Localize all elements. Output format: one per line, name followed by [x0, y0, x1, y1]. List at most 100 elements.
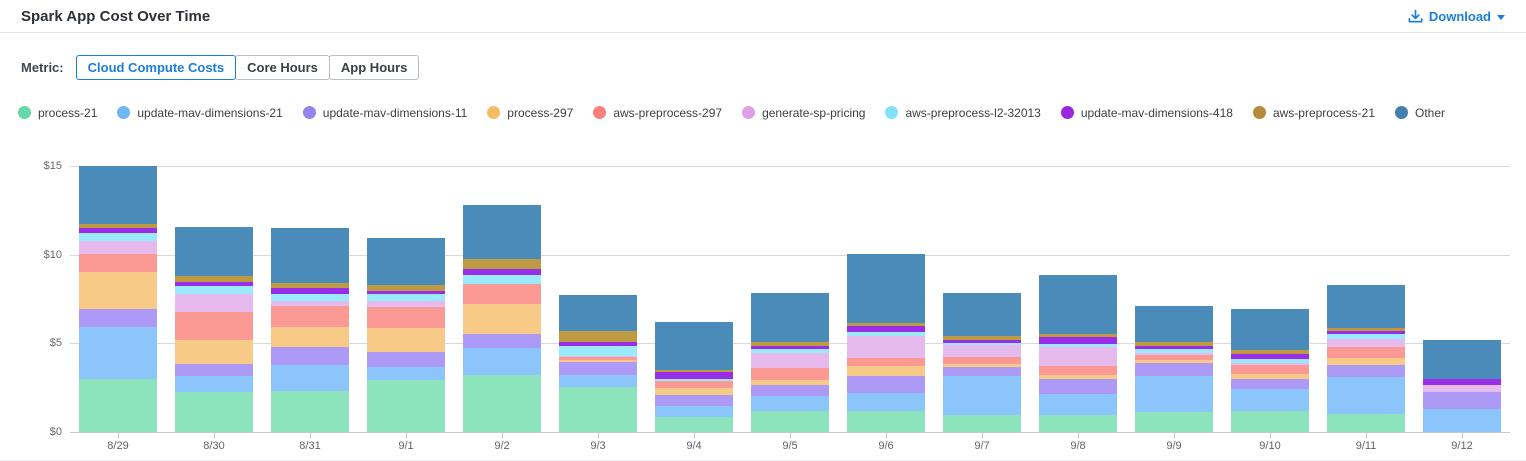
bar-segment-aws-preprocess-297[interactable]	[271, 305, 349, 327]
bar-segment-update-mav-dimensions-418[interactable]	[1039, 337, 1117, 345]
bar-segment-other[interactable]	[1231, 308, 1309, 351]
bar-segment-other[interactable]	[1039, 274, 1117, 335]
bar-segment-other[interactable]	[847, 254, 925, 323]
bar-segment-aws-preprocess-l2-32013[interactable]	[1327, 334, 1405, 340]
bar-segment-generate-sp-pricing[interactable]	[271, 300, 349, 306]
bar-9-4[interactable]	[655, 322, 733, 432]
bar-segment-update-mav-dimensions-418[interactable]	[847, 326, 925, 333]
metric-button-core-hours[interactable]: Core Hours	[235, 54, 330, 80]
bar-segment-update-mav-dimensions-11[interactable]	[655, 394, 733, 407]
bar-segment-other[interactable]	[751, 292, 829, 342]
bar-segment-process-21[interactable]	[271, 391, 349, 432]
bar-9-3[interactable]	[559, 294, 637, 432]
bar-segment-update-mav-dimensions-418[interactable]	[367, 290, 445, 294]
legend-item-process-297[interactable]: process-297	[487, 106, 573, 120]
bar-segment-process-21[interactable]	[1327, 414, 1405, 432]
bar-segment-update-mav-dimensions-11[interactable]	[1039, 379, 1117, 394]
bar-segment-aws-preprocess-297[interactable]	[655, 381, 733, 388]
bar-segment-aws-preprocess-297[interactable]	[367, 306, 445, 329]
bar-segment-aws-preprocess-l2-32013[interactable]	[1039, 344, 1117, 347]
bar-segment-update-mav-dimensions-11[interactable]	[559, 362, 637, 375]
metric-button-cloud-compute-costs[interactable]: Cloud Compute Costs	[75, 54, 237, 80]
bar-segment-update-mav-dimensions-418[interactable]	[271, 288, 349, 295]
bar-segment-update-mav-dimensions-21[interactable]	[1135, 376, 1213, 412]
bar-segment-update-mav-dimensions-11[interactable]	[943, 366, 1021, 376]
bar-segment-aws-preprocess-l2-32013[interactable]	[175, 285, 253, 294]
bar-9-6[interactable]	[847, 254, 925, 432]
bar-segment-aws-preprocess-297[interactable]	[559, 357, 637, 360]
bar-segment-process-21[interactable]	[943, 415, 1021, 432]
metric-button-app-hours[interactable]: App Hours	[328, 54, 420, 80]
bar-segment-aws-preprocess-l2-32013[interactable]	[655, 378, 733, 382]
bar-segment-aws-preprocess-297[interactable]	[1039, 365, 1117, 376]
bar-segment-other[interactable]	[943, 292, 1021, 336]
bar-segment-generate-sp-pricing[interactable]	[847, 335, 925, 358]
bar-segment-update-mav-dimensions-21[interactable]	[751, 395, 829, 412]
bar-9-1[interactable]	[367, 237, 445, 432]
bar-segment-process-21[interactable]	[751, 411, 829, 432]
bar-segment-update-mav-dimensions-11[interactable]	[367, 352, 445, 367]
bar-segment-update-mav-dimensions-418[interactable]	[559, 341, 637, 347]
bar-segment-other[interactable]	[79, 166, 157, 225]
bar-segment-aws-preprocess-l2-32013[interactable]	[1135, 349, 1213, 354]
bar-segment-generate-sp-pricing[interactable]	[79, 241, 157, 254]
bar-segment-update-mav-dimensions-21[interactable]	[79, 327, 157, 379]
legend-item-update-mav-dimensions-418[interactable]: update-mav-dimensions-418	[1060, 106, 1233, 120]
bar-segment-aws-preprocess-l2-32013[interactable]	[943, 342, 1021, 346]
bar-segment-update-mav-dimensions-418[interactable]	[79, 227, 157, 233]
legend-item-aws-preprocess-l2-32013[interactable]: aws-preprocess-l2-32013	[885, 106, 1041, 120]
bar-segment-process-21[interactable]	[1231, 411, 1309, 432]
bar-segment-aws-preprocess-l2-32013[interactable]	[367, 293, 445, 301]
bar-segment-aws-preprocess-l2-32013[interactable]	[847, 332, 925, 336]
bar-segment-aws-preprocess-297[interactable]	[1327, 347, 1405, 358]
bar-segment-aws-preprocess-21[interactable]	[943, 335, 1021, 340]
bar-segment-generate-sp-pricing[interactable]	[367, 300, 445, 307]
bar-segment-update-mav-dimensions-21[interactable]	[847, 392, 925, 412]
bar-segment-process-297[interactable]	[1231, 373, 1309, 379]
bar-segment-aws-preprocess-21[interactable]	[1327, 327, 1405, 332]
bar-segment-aws-preprocess-297[interactable]	[463, 284, 541, 304]
bar-8-29[interactable]	[79, 166, 157, 432]
bar-segment-process-297[interactable]	[1327, 357, 1405, 366]
bar-segment-aws-preprocess-297[interactable]	[943, 356, 1021, 365]
bar-segment-update-mav-dimensions-11[interactable]	[751, 384, 829, 396]
bar-segment-generate-sp-pricing[interactable]	[559, 355, 637, 358]
bar-segment-update-mav-dimensions-21[interactable]	[175, 376, 253, 393]
bar-segment-update-mav-dimensions-11[interactable]	[463, 334, 541, 348]
legend-item-process-21[interactable]: process-21	[18, 106, 97, 120]
bar-segment-process-297[interactable]	[655, 387, 733, 395]
bar-segment-other[interactable]	[1327, 285, 1405, 328]
bar-9-5[interactable]	[751, 292, 829, 432]
bar-segment-update-mav-dimensions-11[interactable]	[1231, 378, 1309, 389]
bar-segment-aws-preprocess-297[interactable]	[751, 367, 829, 380]
bar-segment-update-mav-dimensions-11[interactable]	[79, 308, 157, 328]
bar-segment-generate-sp-pricing[interactable]	[943, 345, 1021, 357]
bar-segment-process-21[interactable]	[175, 392, 253, 432]
bar-segment-process-297[interactable]	[847, 365, 925, 377]
bar-segment-process-297[interactable]	[463, 303, 541, 335]
bar-segment-process-297[interactable]	[175, 339, 253, 365]
legend-item-update-mav-dimensions-21[interactable]: update-mav-dimensions-21	[117, 106, 283, 120]
bar-segment-generate-sp-pricing[interactable]	[1327, 339, 1405, 348]
bar-segment-process-297[interactable]	[271, 326, 349, 348]
bar-segment-update-mav-dimensions-21[interactable]	[1231, 388, 1309, 412]
bar-segment-aws-preprocess-297[interactable]	[847, 357, 925, 366]
bar-segment-update-mav-dimensions-11[interactable]	[847, 376, 925, 393]
bar-segment-process-297[interactable]	[1039, 375, 1117, 380]
bar-segment-update-mav-dimensions-21[interactable]	[271, 364, 349, 392]
bar-segment-generate-sp-pricing[interactable]	[1231, 362, 1309, 365]
bar-segment-aws-preprocess-297[interactable]	[175, 312, 253, 340]
bar-segment-update-mav-dimensions-11[interactable]	[1135, 362, 1213, 376]
bar-segment-process-297[interactable]	[559, 359, 637, 363]
bar-segment-other[interactable]	[271, 227, 349, 283]
bar-segment-update-mav-dimensions-418[interactable]	[1135, 345, 1213, 350]
bar-segment-update-mav-dimensions-21[interactable]	[1039, 393, 1117, 416]
bar-segment-aws-preprocess-21[interactable]	[1135, 341, 1213, 346]
bar-segment-aws-preprocess-l2-32013[interactable]	[751, 349, 829, 353]
bar-segment-generate-sp-pricing[interactable]	[1423, 385, 1501, 392]
bar-segment-aws-preprocess-l2-32013[interactable]	[1231, 358, 1309, 363]
bar-segment-aws-preprocess-21[interactable]	[1231, 350, 1309, 354]
bar-segment-update-mav-dimensions-418[interactable]	[751, 345, 829, 350]
bar-9-2[interactable]	[463, 205, 541, 432]
bar-9-12[interactable]	[1423, 340, 1501, 432]
